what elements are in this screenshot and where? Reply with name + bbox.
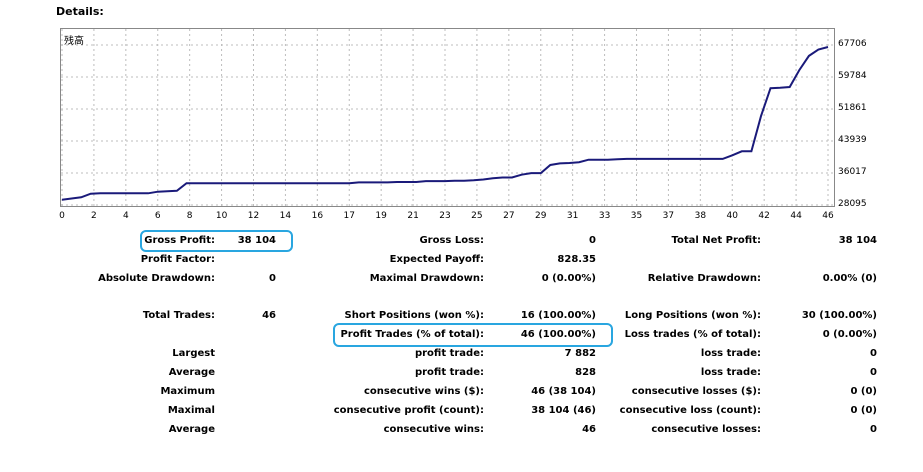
- stat-label: Average: [168, 424, 215, 435]
- stat-label: Maximum: [160, 386, 215, 397]
- x-tick-label: 33: [598, 211, 611, 221]
- x-tick-label: 12: [247, 211, 260, 221]
- stat-label: Expected Payoff:: [389, 254, 484, 265]
- x-tick-label: 29: [535, 211, 547, 221]
- x-tick-label: 44: [790, 211, 802, 221]
- stat-value: 0 (0): [850, 386, 877, 397]
- stat-label: Profit Factor:: [140, 254, 215, 265]
- stat-label: profit trade:: [414, 348, 484, 359]
- x-tick-label: 35: [630, 211, 643, 221]
- stat-label: consecutive losses ($):: [631, 386, 761, 397]
- stat-value: 0: [870, 424, 877, 435]
- stat-value: 828: [575, 367, 596, 378]
- x-tick-label: 4: [122, 211, 129, 221]
- stat-value: 46: [262, 310, 276, 321]
- stat-label: consecutive wins:: [383, 424, 484, 435]
- stat-value: 38 104: [237, 235, 276, 246]
- x-tick-label: 19: [375, 211, 387, 221]
- stat-label: Relative Drawdown:: [647, 273, 761, 284]
- stat-value: 16 (100.00%): [520, 310, 596, 321]
- stat-label: Maximal Drawdown:: [369, 273, 484, 284]
- details-title: Details:: [56, 5, 104, 18]
- stat-label: Total Trades:: [142, 310, 215, 321]
- stat-label: profit trade:: [414, 367, 484, 378]
- stat-label: Total Net Profit:: [671, 235, 761, 246]
- stat-label: consecutive loss (count):: [619, 405, 761, 416]
- balance-chart: [60, 28, 835, 207]
- x-tick-label: 23: [439, 211, 451, 221]
- stat-value: 30 (100.00%): [801, 310, 877, 321]
- x-tick-label: 27: [503, 211, 515, 221]
- stat-label: Gross Loss:: [419, 235, 484, 246]
- x-tick-label: 8: [186, 211, 193, 221]
- stat-label: Loss trades (% of total):: [624, 329, 761, 340]
- stat-label: loss trade:: [700, 367, 761, 378]
- x-tick-label: 42: [758, 211, 770, 221]
- x-tick-label: 14: [279, 211, 292, 221]
- stat-value: 46: [582, 424, 596, 435]
- balance-line: [61, 46, 829, 201]
- stat-label: Long Positions (won %):: [624, 310, 761, 321]
- stat-value: 0 (0): [850, 405, 877, 416]
- stat-label: Profit Trades (% of total):: [340, 329, 484, 340]
- x-tick-label: 17: [343, 211, 355, 221]
- stat-value: 0 (0.00%): [541, 273, 596, 284]
- stat-value: 0: [589, 235, 596, 246]
- stat-value: 46 (38 104): [531, 386, 596, 397]
- x-tick-label: 10: [215, 211, 228, 221]
- profit-trades-highlight: [333, 323, 613, 347]
- stat-value: 38 104: [838, 235, 877, 246]
- gross-profit-highlight: [140, 230, 293, 252]
- stat-label: loss trade:: [700, 348, 761, 359]
- stat-value: 0: [269, 273, 276, 284]
- stat-label: consecutive profit (count):: [333, 405, 484, 416]
- x-tick-label: 6: [154, 211, 161, 221]
- stat-label: Average: [168, 367, 215, 378]
- stat-value: 0 (0.00%): [822, 329, 877, 340]
- x-tick-label: 31: [566, 211, 579, 221]
- y-tick-label: 28095: [838, 199, 867, 209]
- chart-corner-label: 残高: [64, 36, 84, 47]
- x-tick-label: 16: [311, 211, 324, 221]
- stat-label: Short Positions (won %):: [344, 310, 484, 321]
- x-tick-label: 46: [822, 211, 834, 221]
- x-tick-label: 25: [471, 211, 483, 221]
- stat-label: Largest: [172, 348, 215, 359]
- stat-label: consecutive losses:: [651, 424, 761, 435]
- stat-value: 38 104 (46): [531, 405, 596, 416]
- x-tick-label: 38: [694, 211, 707, 221]
- stat-label: Maximal: [167, 405, 215, 416]
- stat-value: 0.00% (0): [822, 273, 877, 284]
- x-tick-label: 2: [91, 211, 97, 221]
- stat-label: Gross Profit:: [144, 235, 215, 246]
- stat-label: consecutive wins ($):: [363, 386, 484, 397]
- stat-value: 46 (100.00%): [520, 329, 596, 340]
- y-tick-label: 51861: [838, 103, 867, 113]
- x-tick-label: 40: [726, 211, 738, 221]
- y-tick-label: 36017: [838, 167, 867, 177]
- stat-value: 828.35: [557, 254, 596, 265]
- x-tick-label: 21: [407, 211, 419, 221]
- y-tick-label: 67706: [838, 39, 867, 49]
- y-tick-label: 59784: [838, 70, 867, 81]
- x-tick-label: 0: [59, 211, 65, 221]
- stat-label: Absolute Drawdown:: [98, 273, 215, 284]
- y-tick-label: 43939: [838, 135, 867, 145]
- stat-value: 0: [870, 348, 877, 359]
- stat-value: 7 882: [564, 348, 596, 359]
- stat-value: 0: [870, 367, 877, 378]
- x-tick-label: 37: [662, 211, 675, 221]
